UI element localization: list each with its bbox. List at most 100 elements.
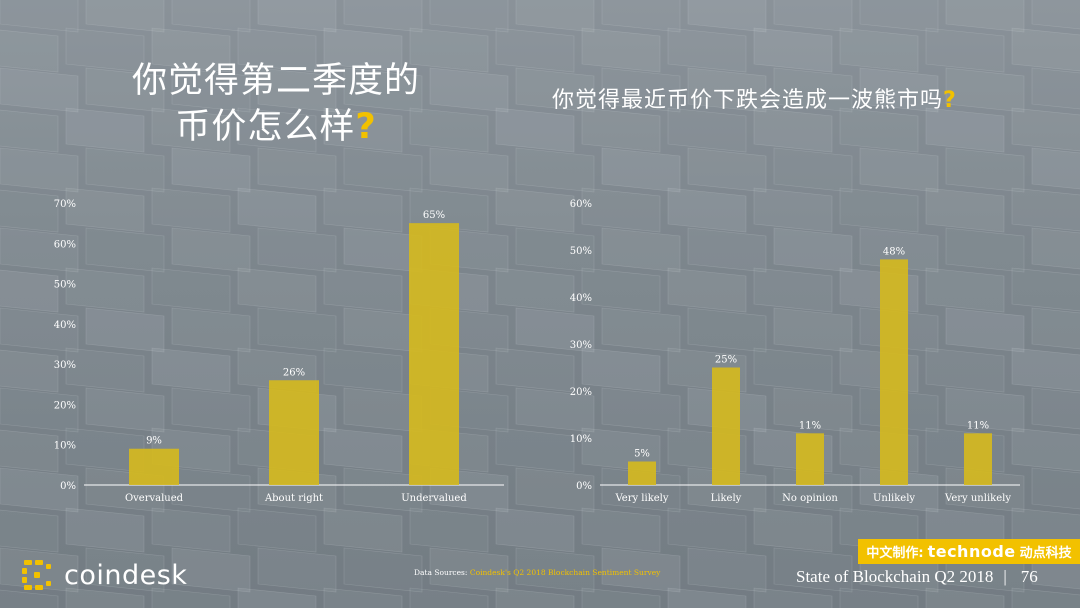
- y-tick-label: 20%: [570, 387, 592, 398]
- facade-panel: [687, 67, 767, 113]
- facade-panel: [0, 467, 79, 513]
- data-label: 11%: [967, 420, 989, 431]
- right-title-text: 你觉得最近币价下跌会造成一波熊市吗: [552, 88, 944, 113]
- facade-panel: [945, 67, 1025, 113]
- facade-panel: [859, 467, 939, 513]
- facade-panel: [945, 387, 1025, 433]
- facade-panel: [85, 387, 165, 433]
- facade-panel: [495, 107, 575, 153]
- data-label: 5%: [634, 449, 650, 460]
- facade-panel: [495, 427, 575, 473]
- facade-panel: [515, 147, 595, 193]
- facade-panel: [65, 267, 145, 313]
- facade-panel: [85, 147, 165, 193]
- facade-panel: [1011, 27, 1080, 72]
- left-chart-title: 你觉得第二季度的 币价怎么样?: [96, 58, 456, 150]
- y-tick-label: 0%: [60, 481, 76, 492]
- facade-panel: [515, 227, 595, 273]
- facade-panel: [343, 547, 423, 593]
- facade-panel: [1031, 67, 1080, 110]
- facade-panel: [343, 0, 423, 33]
- facade-panel: [429, 147, 509, 193]
- data-label: 48%: [883, 246, 905, 257]
- facade-panel: [171, 307, 251, 353]
- facade-panel: [859, 0, 939, 33]
- x-tick-label: Undervalued: [401, 493, 467, 504]
- facade-panel: [515, 467, 595, 513]
- facade-panel: [859, 147, 939, 193]
- y-tick-label: 30%: [570, 340, 592, 351]
- facade-panel: [925, 267, 1005, 313]
- bar: [796, 433, 824, 485]
- y-tick-label: 20%: [54, 400, 76, 411]
- facade-panel: [667, 27, 747, 73]
- facade-panel: [323, 267, 403, 313]
- x-tick-label: Very unlikely: [944, 493, 1011, 504]
- facade-panel: [773, 0, 853, 33]
- facade-panel: [667, 267, 747, 313]
- facade-panel: [0, 269, 59, 313]
- facade-panel: [753, 587, 833, 608]
- facade-panel: [257, 0, 337, 33]
- bar: [964, 433, 992, 485]
- facade-panel: [409, 507, 489, 553]
- facade-panel: [687, 227, 767, 273]
- facade-panel: [409, 107, 489, 153]
- facade-panel: [859, 67, 939, 113]
- facade-panel: [687, 547, 767, 593]
- facade-panel: [323, 587, 403, 608]
- right-bar-chart: 0% 10% 20% 30% 40% 50% 60% 5% Very likely 25% Like…: [570, 199, 1020, 504]
- facade-panel: [753, 27, 833, 73]
- facade-panel: [151, 187, 231, 233]
- y-tick-label: 60%: [54, 239, 76, 250]
- facade-panel: [773, 307, 853, 353]
- facade-panel: [581, 347, 661, 393]
- facade-panel: [753, 187, 833, 233]
- left-bar-chart: 0% 10% 20% 30% 40% 50% 60% 70% 9% Overvalued 26% Ab…: [54, 199, 504, 504]
- badge-brand: technode: [927, 542, 1016, 561]
- y-tick-label: 10%: [570, 434, 592, 445]
- right-chart-title: 你觉得最近币价下跌会造成一波熊市吗?: [552, 86, 1052, 116]
- facade-panel: [85, 67, 165, 113]
- facade-panel: [0, 589, 59, 608]
- facade-panel: [687, 147, 767, 193]
- bar: [880, 259, 908, 485]
- facade-panel: [323, 427, 403, 473]
- facade-panel: [1011, 347, 1080, 392]
- coindesk-logo: coindesk: [20, 557, 187, 593]
- facade-panel: [773, 467, 853, 513]
- facade-panel: [581, 427, 661, 473]
- facade-panel: [0, 547, 79, 593]
- x-tick-label: Likely: [711, 493, 742, 504]
- facade-panel: [257, 147, 337, 193]
- facade-panel: [65, 347, 145, 393]
- coindesk-logo-icon: [22, 560, 51, 590]
- facade-panel: [495, 187, 575, 233]
- badge-prefix: 中文制作:: [866, 546, 924, 561]
- facade-panel: [925, 27, 1005, 73]
- facade-panel: [667, 587, 747, 608]
- facade-panel: [859, 227, 939, 273]
- facade-panel: [323, 187, 403, 233]
- facade-panel: [343, 147, 423, 193]
- left-title-line1: 你觉得第二季度的: [131, 61, 420, 101]
- facade-panel: [773, 387, 853, 433]
- facade-panel: [495, 267, 575, 313]
- facade-panel: [581, 187, 661, 233]
- data-label: 25%: [715, 355, 737, 366]
- facade-panel: [171, 547, 251, 593]
- facade-panel: [515, 67, 595, 113]
- facade-panel: [0, 509, 59, 553]
- facade-panel: [667, 507, 747, 553]
- x-tick-label: Very likely: [614, 493, 668, 504]
- facade-panel: [171, 147, 251, 193]
- facade-panel: [1031, 147, 1080, 190]
- data-label: 26%: [283, 367, 305, 378]
- footer-report: State of Blockchain Q2 2018 | 76: [796, 567, 1038, 587]
- facade-panel: [687, 0, 767, 33]
- source-link[interactable]: Coindesk's Q2 2018 Blockchain Sentiment …: [469, 568, 661, 577]
- facade-panel: [409, 587, 489, 608]
- facade-panel: [925, 107, 1005, 153]
- facade-panel: [237, 187, 317, 233]
- facade-panel: [0, 227, 79, 273]
